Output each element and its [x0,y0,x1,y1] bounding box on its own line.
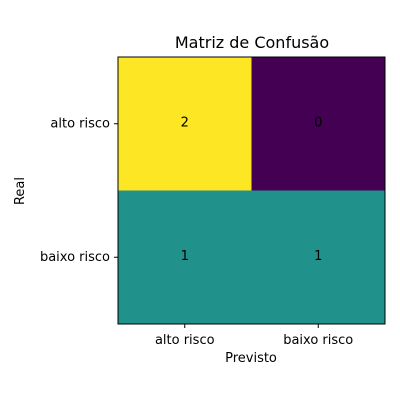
y-axis-ticks: alto risco baixo risco [40,116,118,265]
cell-value-label-r1-c0: 1 [181,249,189,264]
y-tick-label-0: alto risco [50,116,110,131]
heatmap-cell-r0-c0 [118,57,252,191]
chart-title: Matriz de Confusão [175,33,329,52]
y-axis-label: Real [13,177,28,205]
x-axis-ticks: alto risco baixo risco [155,324,353,348]
heatmap-cells: 2 01 1 [118,57,385,324]
cell-value-label-r0-c1: 0 [314,115,322,130]
cell-value-label-r0-c0: 2 [181,115,189,130]
heatmap-cell-r0-c1 [251,57,385,191]
cell-value-label-r1-c1: 1 [314,249,322,264]
x-axis-label: Previsto [225,351,277,366]
x-tick-label-1: baixo risco [283,333,353,348]
y-tick-label-1: baixo risco [40,250,110,265]
plot-frame [117,56,386,325]
heatmap-cell-r1-c0 [118,190,252,324]
heatmap-cell-r1-c1 [251,190,385,324]
x-tick-label-0: alto risco [155,333,215,348]
